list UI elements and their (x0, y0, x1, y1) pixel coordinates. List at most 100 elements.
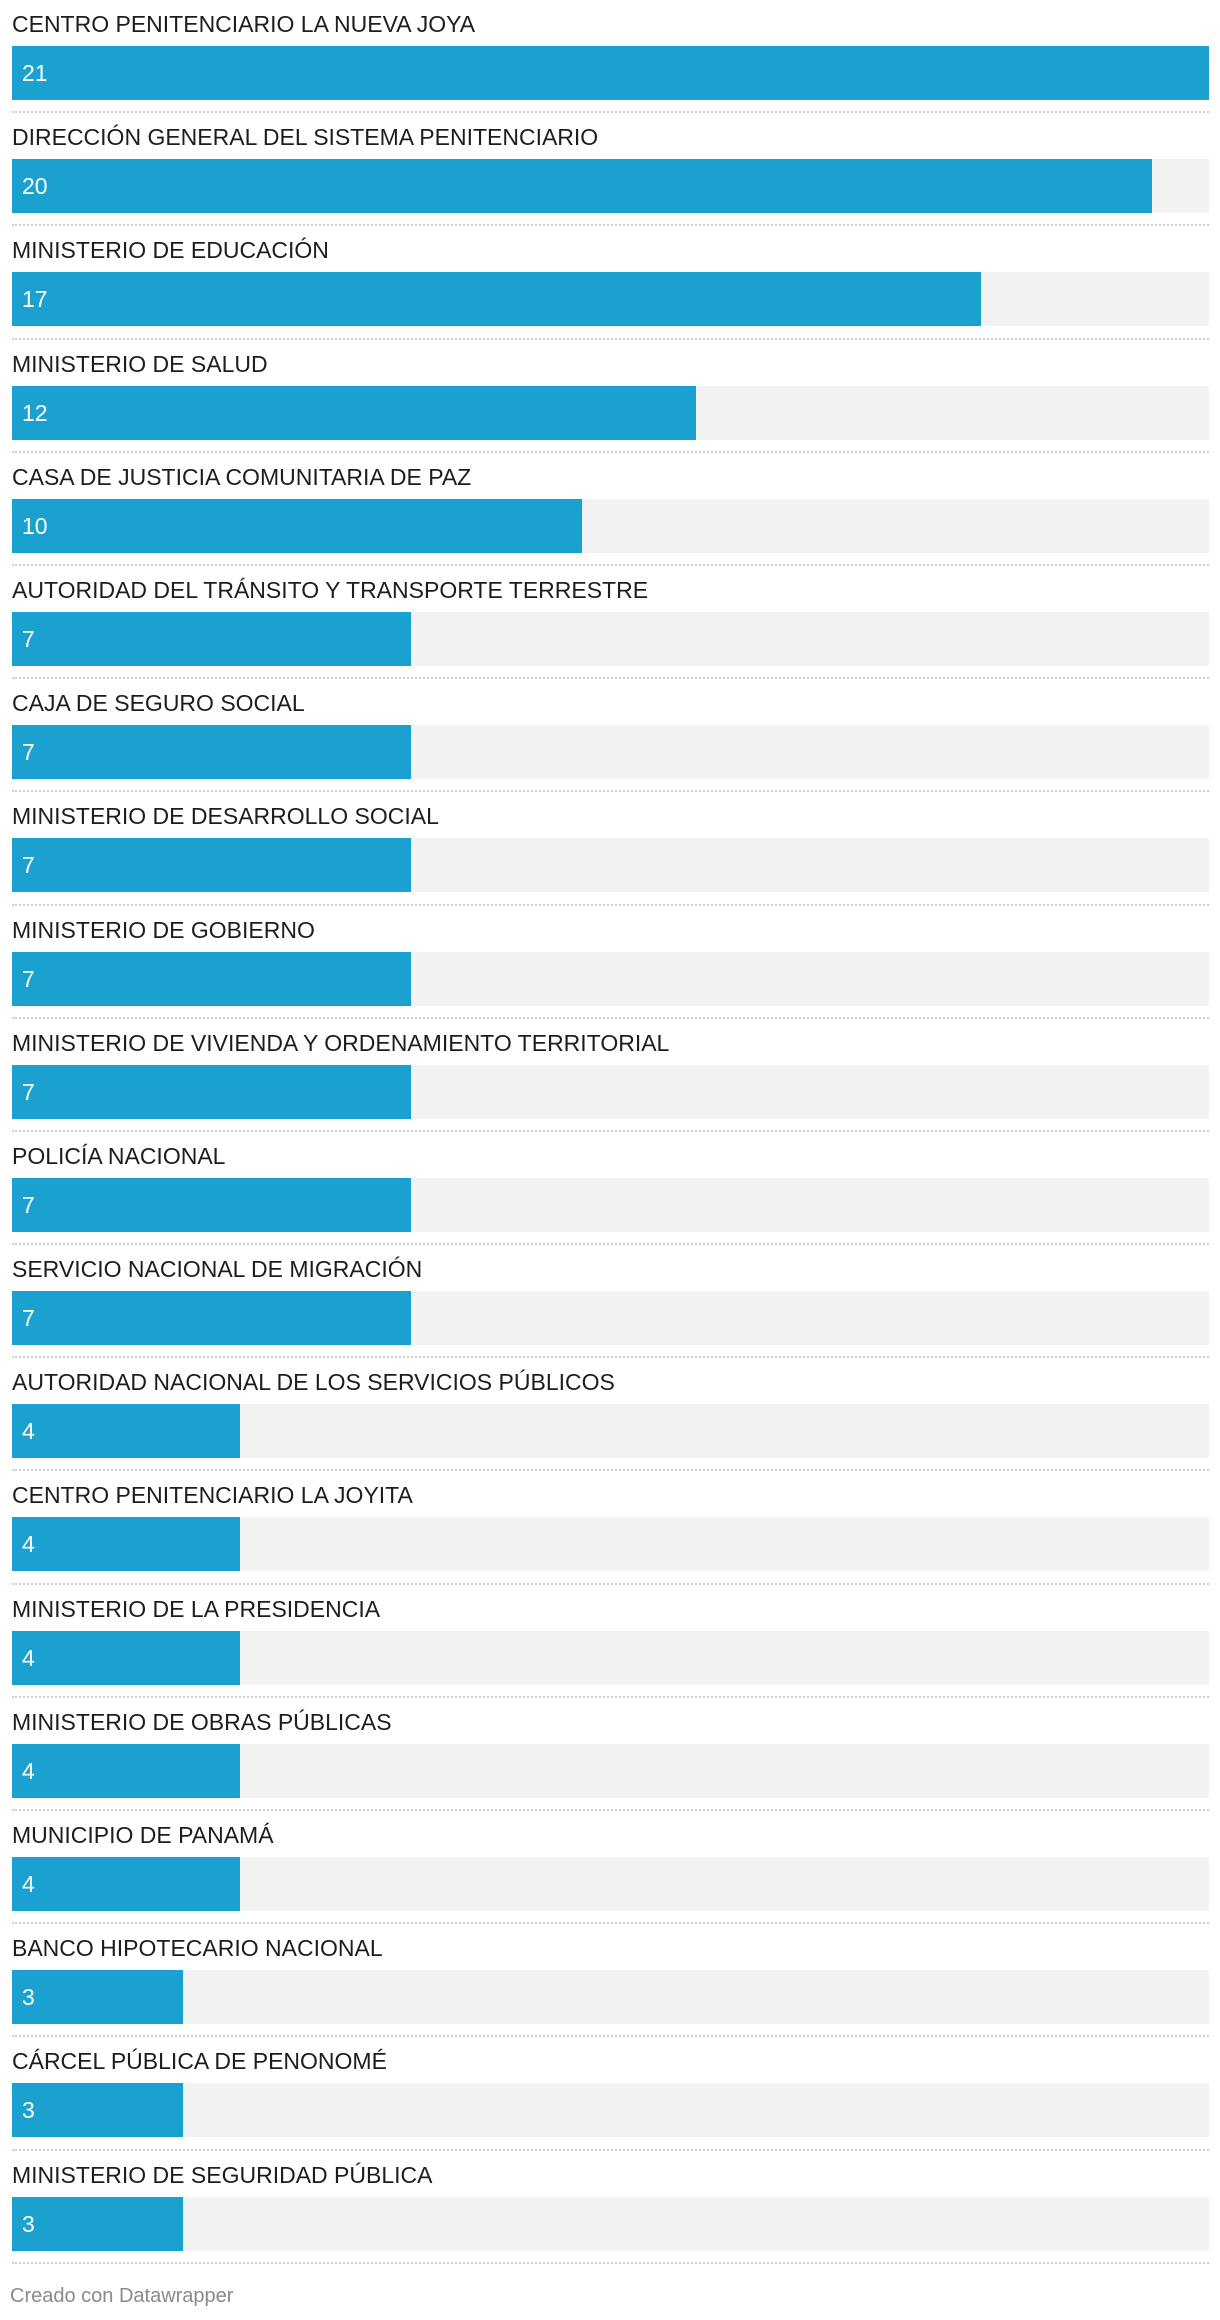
bar-row: MINISTERIO DE LA PRESIDENCIA 4 (12, 1585, 1209, 1698)
bar: 3 (12, 2083, 183, 2138)
bar-track: 21 (12, 46, 1209, 100)
bar-value-label: 3 (22, 2210, 35, 2237)
bar-value-label: 7 (22, 1191, 35, 1218)
bar-track: 4 (12, 1404, 1209, 1459)
bar-track: 7 (12, 611, 1209, 666)
bar-track: 7 (12, 838, 1209, 893)
bar-value-label: 3 (22, 1984, 35, 2011)
bar-row: MUNICIPIO DE PANAMÁ 4 (12, 1811, 1209, 1925)
bar-row: CASA DE JUSTICIA COMUNITARIA DE PAZ 10 (12, 453, 1209, 566)
bar-track: 17 (12, 272, 1209, 327)
bar-track: 7 (12, 951, 1209, 1006)
bar-row: MINISTERIO DE SALUD 12 (12, 340, 1209, 453)
bar-track: 7 (12, 1291, 1209, 1346)
bar: 4 (12, 1517, 240, 1572)
bar-row: MINISTERIO DE VIVIENDA Y ORDENAMIENTO TE… (12, 1019, 1209, 1132)
bar-row: MINISTERIO DE SEGURIDAD PÚBLICA 3 (12, 2151, 1209, 2264)
bar-track: 3 (12, 2196, 1209, 2251)
bar-label: SERVICIO NACIONAL DE MIGRACIÓN (12, 1256, 423, 1283)
bar-row: BANCO HIPOTECARIO NACIONAL 3 (12, 1924, 1209, 2038)
bar: 7 (12, 1064, 411, 1119)
bar-row: SERVICIO NACIONAL DE MIGRACIÓN 7 (12, 1245, 1209, 1359)
bar: 7 (12, 725, 411, 780)
bar-row: AUTORIDAD NACIONAL DE LOS SERVICIOS PÚBL… (12, 1358, 1209, 1472)
bar-track: 4 (12, 1857, 1209, 1911)
bar-track: 12 (12, 385, 1209, 440)
bar-value-label: 3 (22, 2097, 35, 2124)
bar: 3 (12, 1970, 183, 2025)
bar-chart: CENTRO PENITENCIARIO LA NUEVA JOYA 21 DIRE… (12, 0, 1209, 2264)
bar-label: AUTORIDAD NACIONAL DE LOS SERVICIOS PÚBL… (12, 1369, 615, 1396)
bar-track: 4 (12, 1630, 1209, 1685)
bar: 7 (12, 1291, 411, 1346)
bar: 17 (12, 272, 981, 327)
bar-label: CÁRCEL PÚBLICA DE PENONOMÉ (12, 2048, 387, 2075)
bar: 7 (12, 838, 411, 893)
bar: 10 (12, 498, 582, 553)
bar-label: MINISTERIO DE DESARROLLO SOCIAL (12, 803, 439, 830)
bar-value-label: 20 (22, 173, 48, 200)
bar-row: MINISTERIO DE DESARROLLO SOCIAL 7 (12, 792, 1209, 906)
bar: 12 (12, 385, 696, 440)
bar-value-label: 17 (22, 286, 48, 313)
bar-label: CENTRO PENITENCIARIO LA JOYITA (12, 1482, 413, 1509)
bar-row: DIRECCIÓN GENERAL DEL SISTEMA PENITENCIA… (12, 113, 1209, 227)
bar-track: 4 (12, 1743, 1209, 1798)
bar-value-label: 12 (22, 399, 48, 426)
bar: 4 (12, 1743, 240, 1798)
bar-row: MINISTERIO DE EDUCACIÓN 17 (12, 226, 1209, 340)
bar-value-label: 7 (22, 1305, 35, 1332)
bar-row: CAJA DE SEGURO SOCIAL 7 (12, 679, 1209, 793)
bar: 7 (12, 951, 411, 1006)
bar-label: MINISTERIO DE SEGURIDAD PÚBLICA (12, 2161, 433, 2188)
bar-value-label: 7 (22, 965, 35, 992)
bar-label: MINISTERIO DE SALUD (12, 350, 268, 377)
bar: 4 (12, 1630, 240, 1685)
credit-footer: Creado con Datawrapper (10, 2285, 234, 2307)
bar-value-label: 4 (22, 1871, 35, 1897)
bar-label: POLICÍA NACIONAL (12, 1142, 226, 1169)
bar-label: AUTORIDAD DEL TRÁNSITO Y TRANSPORTE TERR… (12, 576, 649, 603)
bar-track: 7 (12, 1177, 1209, 1232)
bar: 7 (12, 611, 411, 666)
bar-label: MUNICIPIO DE PANAMÁ (12, 1822, 274, 1848)
bar-row: MINISTERIO DE OBRAS PÚBLICAS 4 (12, 1698, 1209, 1811)
bar-label: MINISTERIO DE VIVIENDA Y ORDENAMIENTO TE… (12, 1029, 670, 1056)
bar: 4 (12, 1404, 240, 1459)
bar-value-label: 10 (22, 512, 48, 539)
bar-value-label: 4 (22, 1418, 35, 1445)
bar-row: MINISTERIO DE GOBIERNO 7 (12, 906, 1209, 1019)
bar: 7 (12, 1177, 411, 1232)
bar-label: BANCO HIPOTECARIO NACIONAL (12, 1935, 383, 1962)
bar-track: 3 (12, 2083, 1209, 2138)
bar-track: 7 (12, 1064, 1209, 1119)
bar-track: 4 (12, 1517, 1209, 1572)
bar-label: MINISTERIO DE LA PRESIDENCIA (12, 1595, 381, 1622)
bar-row: CENTRO PENITENCIARIO LA JOYITA 4 (12, 1471, 1209, 1585)
bar: 3 (12, 2196, 183, 2251)
bar-track: 3 (12, 1970, 1209, 2025)
bar: 21 (12, 46, 1209, 100)
bar-label: DIRECCIÓN GENERAL DEL SISTEMA PENITENCIA… (12, 124, 599, 151)
bar-row: CENTRO PENITENCIARIO LA NUEVA JOYA 21 (12, 0, 1209, 114)
bar-label: MINISTERIO DE GOBIERNO (12, 916, 315, 943)
bar-value-label: 4 (22, 1644, 35, 1671)
bar-value-label: 7 (22, 852, 35, 879)
bar-value-label: 7 (22, 1078, 35, 1105)
bar-track: 10 (12, 498, 1209, 553)
bar-value-label: 4 (22, 1531, 35, 1558)
bar: 4 (12, 1857, 240, 1911)
bar-value-label: 21 (22, 60, 48, 86)
bar-value-label: 4 (22, 1757, 35, 1784)
bar-label: CASA DE JUSTICIA COMUNITARIA DE PAZ (12, 463, 472, 490)
bar-track: 7 (12, 725, 1209, 780)
bar-row: AUTORIDAD DEL TRÁNSITO Y TRANSPORTE TERR… (12, 566, 1209, 680)
bar-row: POLICÍA NACIONAL 7 (12, 1132, 1209, 1246)
bar-label: MINISTERIO DE EDUCACIÓN (12, 237, 329, 264)
bar-track: 20 (12, 159, 1209, 214)
bar-row: CÁRCEL PÚBLICA DE PENONOMÉ 3 (12, 2037, 1209, 2151)
bar-label: MINISTERIO DE OBRAS PÚBLICAS (12, 1708, 392, 1735)
bar-value-label: 7 (22, 739, 35, 766)
bar-value-label: 7 (22, 625, 35, 652)
bar-label: CAJA DE SEGURO SOCIAL (12, 690, 305, 717)
